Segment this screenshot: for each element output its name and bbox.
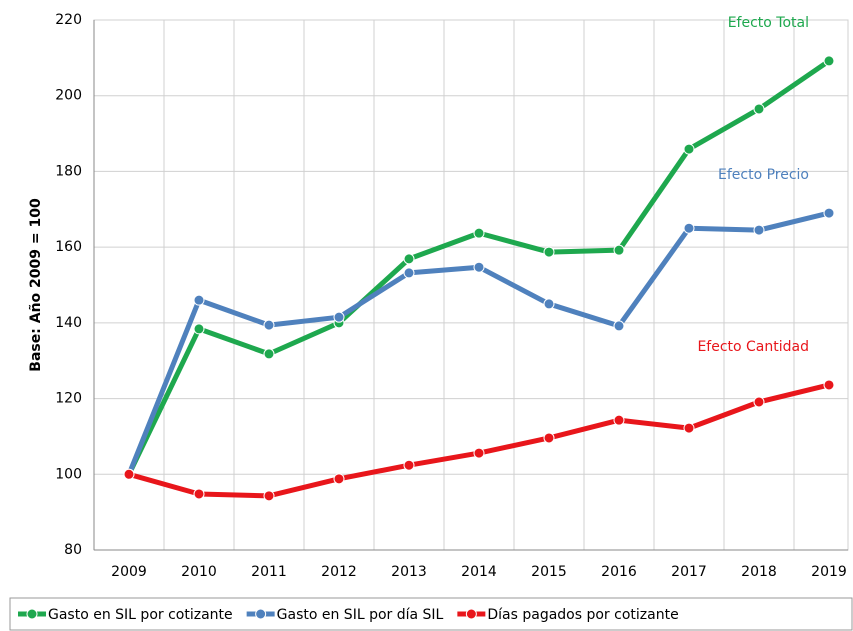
x-tick-label: 2015: [531, 564, 567, 580]
point: [613, 244, 625, 256]
point: [613, 320, 625, 332]
legend-marker: [465, 608, 477, 620]
plot-area: [93, 19, 849, 551]
point: [753, 103, 765, 115]
point: [683, 143, 695, 155]
y-axis-label: Base: Año 2009 = 100: [28, 198, 44, 372]
point: [263, 490, 275, 502]
legend-label: Gasto en SIL por cotizante: [48, 607, 233, 623]
y-tick-label: 140: [55, 315, 82, 331]
x-tick-label: 2018: [741, 564, 777, 580]
point: [193, 488, 205, 500]
x-tick-label: 2011: [251, 564, 287, 580]
x-tick-label: 2014: [461, 564, 497, 580]
annotation: Efecto Cantidad: [697, 339, 809, 355]
legend: Gasto en SIL por cotizante Gasto en SIL p…: [9, 597, 853, 631]
point: [193, 294, 205, 306]
point: [403, 253, 415, 265]
point: [823, 379, 835, 391]
legend-box: [9, 597, 853, 631]
legend-marker: [255, 608, 267, 620]
y-tick-label: 180: [55, 163, 82, 179]
legend-marker: [26, 608, 38, 620]
x-tick-label: 2013: [391, 564, 427, 580]
y-tick-label: 80: [64, 542, 82, 558]
x-tick-label: 2009: [111, 564, 147, 580]
x-tick-label: 2016: [601, 564, 637, 580]
point: [683, 222, 695, 234]
legend-label: Días pagados por cotizante: [487, 607, 678, 623]
x-tick-label: 2019: [811, 564, 847, 580]
point: [543, 298, 555, 310]
point: [193, 323, 205, 335]
point: [473, 261, 485, 273]
point: [473, 447, 485, 459]
y-tick-label: 120: [55, 391, 82, 407]
point: [403, 459, 415, 471]
point: [333, 311, 345, 323]
legend-label: Gasto en SIL por día SIL: [277, 607, 444, 623]
point: [543, 246, 555, 258]
x-tick-label: 2012: [321, 564, 357, 580]
point: [683, 422, 695, 434]
annotation: Efecto Total: [728, 15, 809, 31]
y-tick-label: 100: [55, 466, 82, 482]
y-tick-label: 200: [55, 88, 82, 104]
point: [543, 432, 555, 444]
point: [473, 227, 485, 239]
x-tick-label: 2017: [671, 564, 707, 580]
x-tick-label: 2010: [181, 564, 217, 580]
point: [263, 319, 275, 331]
point: [263, 348, 275, 360]
point: [753, 224, 765, 236]
point: [823, 207, 835, 219]
point: [823, 55, 835, 67]
y-tick-label: 160: [55, 239, 82, 255]
annotation: Efecto Precio: [718, 167, 809, 183]
point: [123, 468, 135, 480]
y-tick-label: 220: [55, 12, 82, 28]
point: [403, 267, 415, 279]
point: [613, 414, 625, 426]
point: [753, 396, 765, 408]
point: [333, 473, 345, 485]
